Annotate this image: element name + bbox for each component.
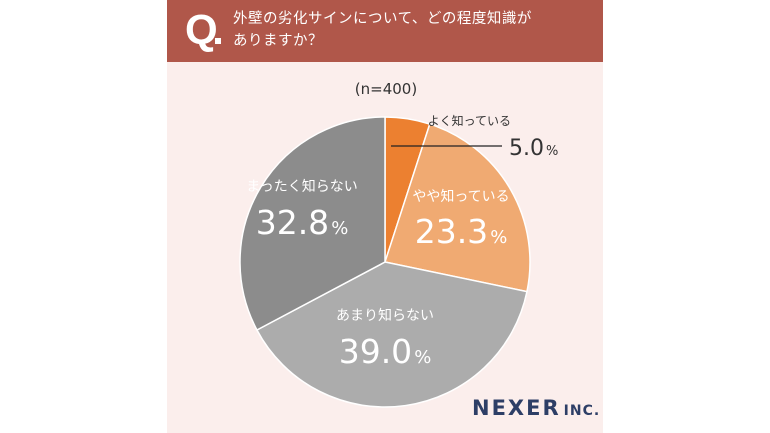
pie-chart: よく知っている 5.0 % やや知っている 23.3 % あまり知らない 39.0 % まったく知… [239, 114, 558, 408]
pie-slice-4 [239, 116, 386, 332]
survey-card: Q 外壁の劣化サインについて、どの程度知識が ありますか？ (n=400) よく… [167, 0, 603, 433]
slice-value-3: 39.0% [339, 332, 432, 371]
question-header: Q 外壁の劣化サインについて、どの程度知識が ありますか？ [167, 0, 603, 62]
slice-label-3: あまり知らない [336, 307, 434, 324]
question-dot [215, 38, 221, 44]
slice-label-2: やや知っている [412, 188, 509, 205]
slice-value-4: 32.8% [256, 203, 349, 242]
brand-name: NEXER [472, 396, 561, 420]
brand-suffix: INC. [563, 403, 601, 419]
slice-value-1: 5.0% [509, 136, 558, 161]
pie-slice-2 [384, 123, 531, 293]
question-text: 外壁の劣化サインについて、どの程度知識が ありますか？ [233, 8, 593, 52]
question-line-2: ありますか？ [233, 33, 323, 49]
slice-value-2: 23.3% [415, 212, 508, 251]
question-letter: Q [185, 6, 218, 53]
slice-label-1: よく知っている [428, 114, 511, 128]
sample-size-label: (n=400) [354, 80, 418, 98]
pie-slice-3 [255, 261, 528, 408]
brand-logo: NEXER INC. [472, 396, 600, 420]
slice-label-4: まったく知らない [246, 178, 357, 195]
question-line-1: 外壁の劣化サインについて、どの程度知識が [233, 11, 532, 27]
